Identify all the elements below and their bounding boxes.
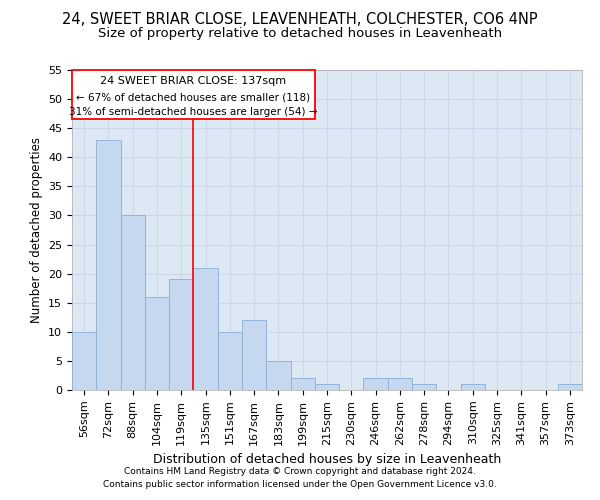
Text: Size of property relative to detached houses in Leavenheath: Size of property relative to detached ho…	[98, 28, 502, 40]
Bar	[315, 384, 339, 390]
Bar	[218, 332, 242, 390]
Bar	[266, 361, 290, 390]
Text: Contains public sector information licensed under the Open Government Licence v3: Contains public sector information licen…	[103, 480, 497, 489]
Bar	[169, 280, 193, 390]
Y-axis label: Number of detached properties: Number of detached properties	[29, 137, 43, 323]
Text: ← 67% of detached houses are smaller (118): ← 67% of detached houses are smaller (11…	[76, 92, 310, 102]
Bar	[388, 378, 412, 390]
Bar	[96, 140, 121, 390]
X-axis label: Distribution of detached houses by size in Leavenheath: Distribution of detached houses by size …	[153, 453, 501, 466]
Text: 24, SWEET BRIAR CLOSE, LEAVENHEATH, COLCHESTER, CO6 4NP: 24, SWEET BRIAR CLOSE, LEAVENHEATH, COLC…	[62, 12, 538, 28]
Bar	[242, 320, 266, 390]
Bar	[290, 378, 315, 390]
Bar	[72, 332, 96, 390]
Bar	[558, 384, 582, 390]
Bar	[193, 268, 218, 390]
Bar	[364, 378, 388, 390]
Bar	[412, 384, 436, 390]
Text: Contains HM Land Registry data © Crown copyright and database right 2024.: Contains HM Land Registry data © Crown c…	[124, 467, 476, 476]
Bar	[461, 384, 485, 390]
Bar	[145, 297, 169, 390]
Text: 24 SWEET BRIAR CLOSE: 137sqm: 24 SWEET BRIAR CLOSE: 137sqm	[100, 76, 286, 86]
Bar	[121, 216, 145, 390]
Text: 31% of semi-detached houses are larger (54) →: 31% of semi-detached houses are larger (…	[69, 107, 317, 117]
FancyBboxPatch shape	[72, 70, 315, 119]
